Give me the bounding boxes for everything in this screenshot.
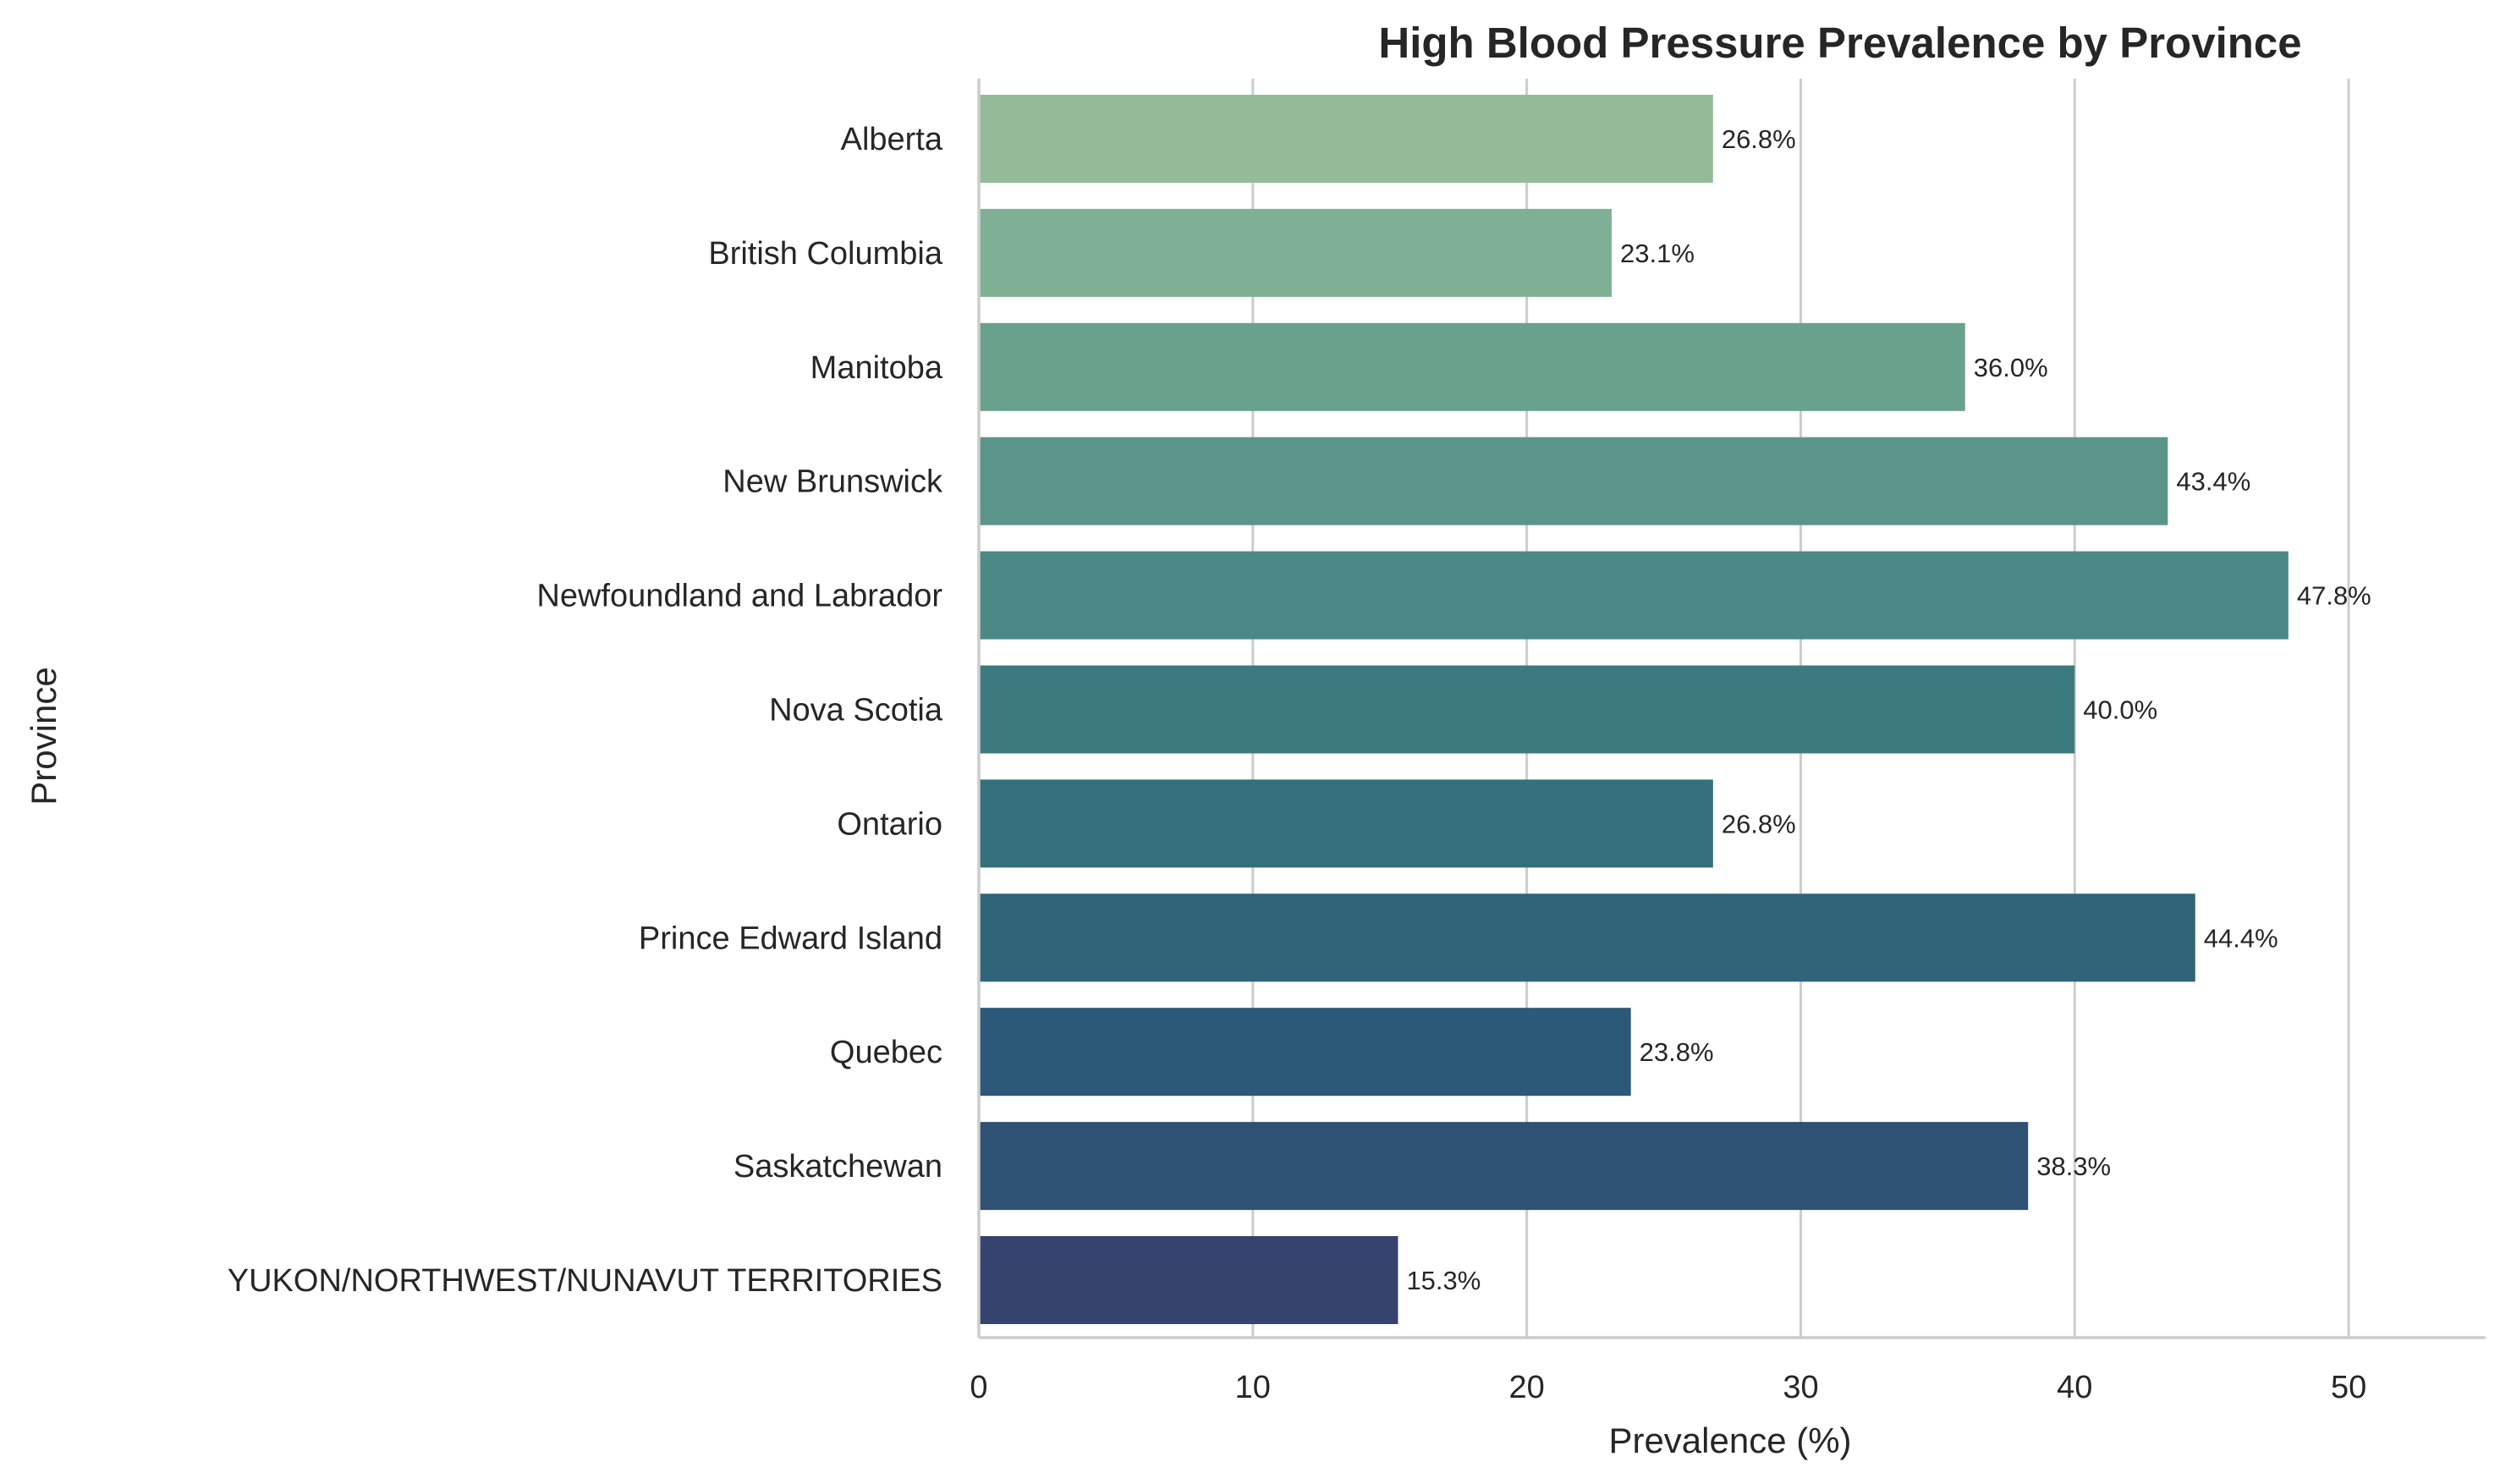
bar — [979, 1008, 1631, 1097]
bar — [979, 1236, 1398, 1324]
y-tick-labels: Alberta British Columbia Manitoba New Bruns… — [228, 122, 943, 1299]
bar — [979, 208, 1613, 297]
chart-title: High Blood Pressure Prevalence by Provin… — [1378, 19, 2301, 67]
data-label: 47.8% — [2297, 581, 2371, 611]
data-label: 38.3% — [2036, 1151, 2111, 1181]
x-tick-labels: 0 10 20 30 40 50 — [970, 1370, 2366, 1405]
y-tick-label: Saskatchewan — [734, 1149, 942, 1184]
bar — [979, 893, 2195, 982]
data-label: 26.8% — [1722, 809, 1796, 838]
x-axis-label: Prevalence (%) — [1608, 1421, 1851, 1460]
bar — [979, 95, 1713, 183]
bar — [979, 551, 2288, 640]
x-tick-label: 10 — [1235, 1370, 1271, 1405]
y-tick-label: Ontario — [837, 806, 942, 842]
y-tick-label: Alberta — [841, 122, 943, 157]
y-axis-label: Province — [24, 667, 63, 805]
y-tick-label: Manitoba — [810, 350, 943, 386]
data-label: 23.1% — [1620, 239, 1695, 268]
y-tick-label: Newfoundland and Labrador — [536, 579, 942, 614]
bar — [979, 322, 1965, 411]
bar — [979, 665, 2075, 754]
data-label: 36.0% — [1974, 353, 2048, 382]
data-label: 23.8% — [1640, 1037, 1714, 1067]
data-label: 26.8% — [1722, 124, 1796, 154]
bar — [979, 1122, 2029, 1211]
data-label: 40.0% — [2083, 695, 2157, 725]
x-tick-label: 50 — [2331, 1370, 2366, 1405]
bar — [979, 779, 1713, 868]
x-tick-label: 20 — [1508, 1370, 1544, 1405]
y-tick-label: British Columbia — [708, 236, 943, 272]
y-tick-label: Nova Scotia — [769, 693, 943, 728]
y-tick-label: Prince Edward Island — [639, 921, 942, 956]
x-tick-label: 30 — [1783, 1370, 1818, 1405]
x-tick-label: 0 — [970, 1370, 987, 1405]
y-tick-label: YUKON/NORTHWEST/NUNAVUT TERRITORIES — [228, 1263, 942, 1299]
data-label: 15.3% — [1406, 1266, 1481, 1295]
bar — [979, 437, 2168, 525]
y-tick-label: New Brunswick — [723, 464, 943, 500]
data-labels: 26.8% 23.1% 36.0% 43.4% 47.8% 40.0% 26.8% 44.4%… — [1406, 124, 2371, 1295]
y-tick-label: Quebec — [830, 1035, 942, 1070]
x-tick-label: 40 — [2057, 1370, 2092, 1405]
bars — [979, 95, 2288, 1324]
data-label: 44.4% — [2204, 923, 2278, 953]
data-label: 43.4% — [2176, 467, 2250, 497]
